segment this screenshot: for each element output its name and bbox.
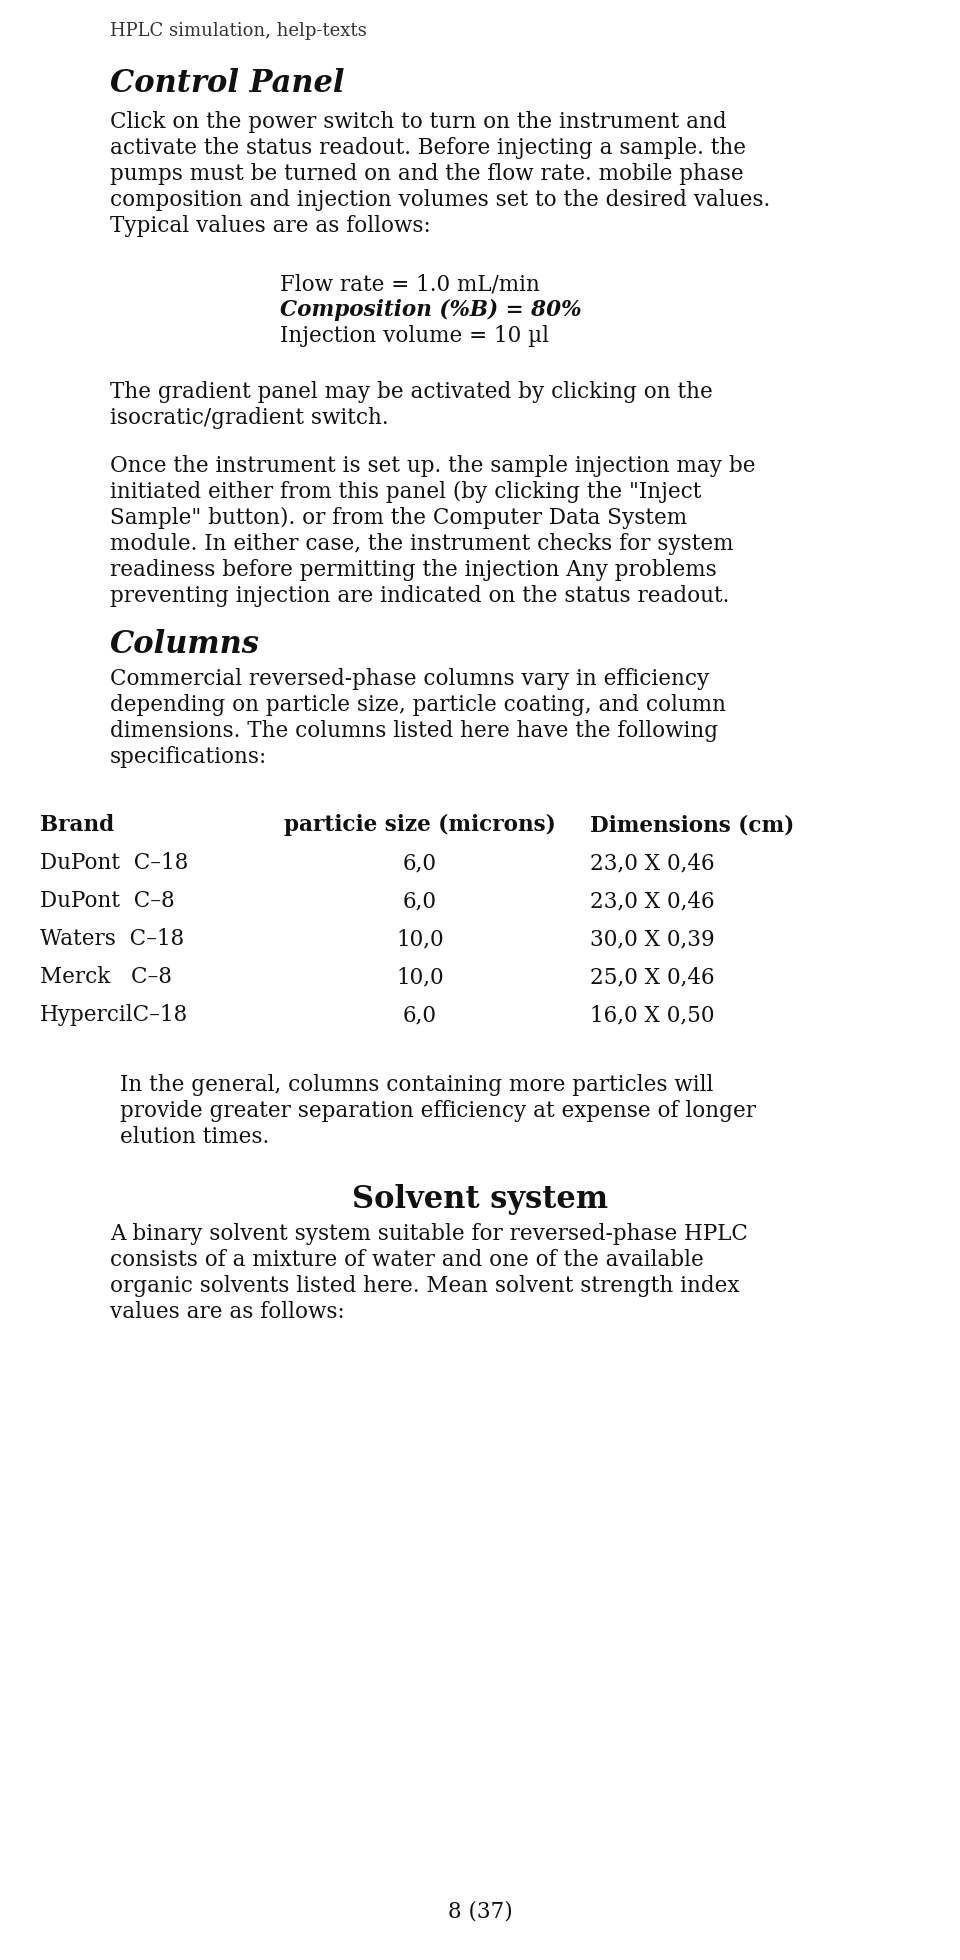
Text: provide greater separation efficiency at expense of longer: provide greater separation efficiency at… — [120, 1100, 756, 1123]
Text: elution times.: elution times. — [120, 1127, 269, 1149]
Text: isocratic/gradient switch.: isocratic/gradient switch. — [110, 408, 389, 429]
Text: initiated either from this panel (by clicking the "Inject: initiated either from this panel (by cli… — [110, 482, 702, 504]
Text: 25,0 X 0,46: 25,0 X 0,46 — [590, 966, 714, 988]
Text: 30,0 X 0,39: 30,0 X 0,39 — [590, 929, 715, 951]
Text: HPLC simulation, help-texts: HPLC simulation, help-texts — [110, 22, 367, 39]
Text: Typical values are as follows:: Typical values are as follows: — [110, 216, 431, 237]
Text: A binary solvent system suitable for reversed-phase HPLC: A binary solvent system suitable for rev… — [110, 1223, 748, 1245]
Text: 23,0 X 0,46: 23,0 X 0,46 — [590, 853, 714, 874]
Text: activate the status readout. Before injecting a sample. the: activate the status readout. Before inje… — [110, 137, 746, 159]
Text: 6,0: 6,0 — [403, 853, 437, 874]
Text: Control Panel: Control Panel — [110, 69, 345, 100]
Text: HypercilC–18: HypercilC–18 — [40, 1004, 188, 1027]
Text: readiness before permitting the injection Any problems: readiness before permitting the injectio… — [110, 559, 717, 582]
Text: Brand: Brand — [40, 813, 114, 837]
Text: The gradient panel may be activated by clicking on the: The gradient panel may be activated by c… — [110, 380, 712, 404]
Text: Waters  C–18: Waters C–18 — [40, 929, 184, 951]
Text: preventing injection are indicated on the status readout.: preventing injection are indicated on th… — [110, 586, 730, 608]
Text: 23,0 X 0,46: 23,0 X 0,46 — [590, 890, 714, 911]
Text: DuPont  C–18: DuPont C–18 — [40, 853, 188, 874]
Text: Click on the power switch to turn on the instrument and: Click on the power switch to turn on the… — [110, 112, 727, 133]
Text: Commercial reversed-phase columns vary in efficiency: Commercial reversed-phase columns vary i… — [110, 668, 709, 690]
Text: 10,0: 10,0 — [396, 966, 444, 988]
Text: 10,0: 10,0 — [396, 929, 444, 951]
Text: composition and injection volumes set to the desired values.: composition and injection volumes set to… — [110, 190, 770, 212]
Text: DuPont  C–8: DuPont C–8 — [40, 890, 175, 911]
Text: dimensions. The columns listed here have the following: dimensions. The columns listed here have… — [110, 719, 718, 743]
Text: 6,0: 6,0 — [403, 890, 437, 911]
Text: Columns: Columns — [110, 629, 260, 661]
Text: organic solvents listed here. Mean solvent strength index: organic solvents listed here. Mean solve… — [110, 1276, 739, 1298]
Text: Flow rate = 1.0 mL/min: Flow rate = 1.0 mL/min — [280, 272, 540, 296]
Text: specifications:: specifications: — [110, 747, 267, 768]
Text: In the general, columns containing more particles will: In the general, columns containing more … — [120, 1074, 713, 1096]
Text: consists of a mixture of water and one of the available: consists of a mixture of water and one o… — [110, 1249, 704, 1272]
Text: 8 (37): 8 (37) — [447, 1899, 513, 1923]
Text: Injection volume = 10 µl: Injection volume = 10 µl — [280, 325, 549, 347]
Text: 16,0 X 0,50: 16,0 X 0,50 — [590, 1004, 714, 1027]
Text: values are as follows:: values are as follows: — [110, 1301, 345, 1323]
Text: Dimensions (cm): Dimensions (cm) — [590, 813, 794, 837]
Text: Composition (%B) = 80%: Composition (%B) = 80% — [280, 300, 582, 321]
Text: particie size (microns): particie size (microns) — [284, 813, 556, 837]
Text: module. In either case, the instrument checks for system: module. In either case, the instrument c… — [110, 533, 733, 555]
Text: Once the instrument is set up. the sample injection may be: Once the instrument is set up. the sampl… — [110, 455, 756, 476]
Text: Merck   C–8: Merck C–8 — [40, 966, 172, 988]
Text: 6,0: 6,0 — [403, 1004, 437, 1027]
Text: Sample" button). or from the Computer Data System: Sample" button). or from the Computer Da… — [110, 508, 687, 529]
Text: depending on particle size, particle coating, and column: depending on particle size, particle coa… — [110, 694, 726, 715]
Text: pumps must be turned on and the flow rate. mobile phase: pumps must be turned on and the flow rat… — [110, 163, 744, 184]
Text: Solvent system: Solvent system — [352, 1184, 608, 1215]
